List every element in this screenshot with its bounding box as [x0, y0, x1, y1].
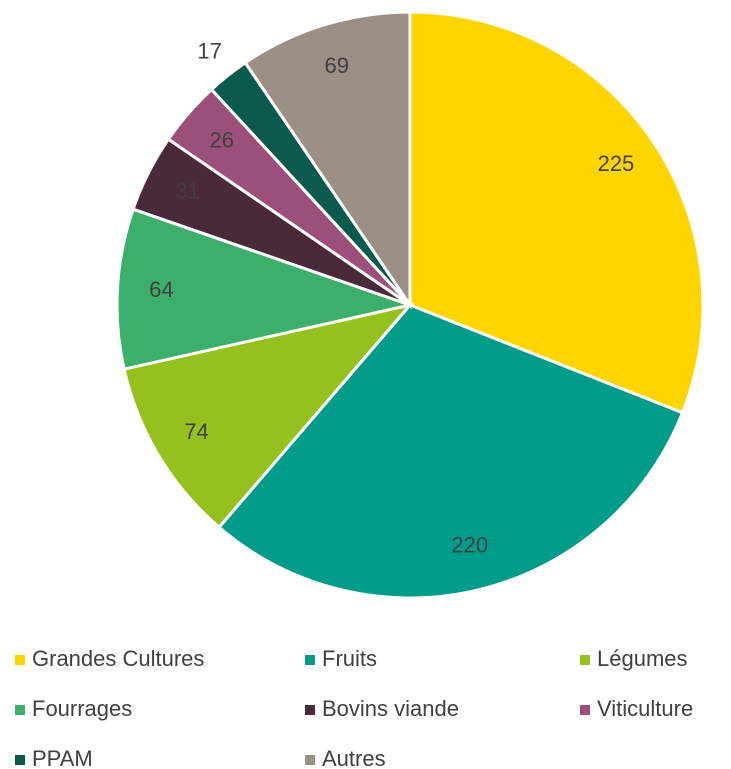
legend-label: Légumes: [597, 646, 688, 671]
data-label: 31: [175, 179, 199, 204]
legend-swatch: [580, 655, 590, 665]
legend-swatch: [15, 655, 25, 665]
data-label: 220: [451, 533, 488, 558]
data-label: 17: [197, 38, 221, 63]
legend-swatch: [15, 755, 25, 765]
legend-label: Autres: [322, 746, 386, 769]
data-label: 74: [184, 419, 208, 444]
legend-label: Viticulture: [597, 696, 693, 721]
slice: [216, 303, 685, 600]
data-label: 26: [210, 128, 234, 153]
slice: [408, 10, 705, 415]
slice: [122, 302, 415, 530]
legend-label: Grandes Cultures: [32, 646, 204, 671]
legend-swatch: [305, 755, 315, 765]
legend-label: Fourrages: [32, 696, 132, 721]
legend-swatch: [580, 705, 590, 715]
legend-label: Bovins viande: [322, 696, 459, 721]
legend-swatch: [15, 705, 25, 715]
data-label: 69: [324, 53, 348, 78]
legend-swatch: [305, 705, 315, 715]
slice: [243, 10, 412, 310]
slice: [115, 207, 416, 371]
data-label: 64: [149, 277, 173, 302]
pie: [115, 10, 705, 600]
legend-label: PPAM: [32, 746, 93, 769]
legend-label: Fruits: [322, 646, 377, 671]
legend-swatch: [305, 655, 315, 665]
data-label: 225: [598, 151, 635, 176]
